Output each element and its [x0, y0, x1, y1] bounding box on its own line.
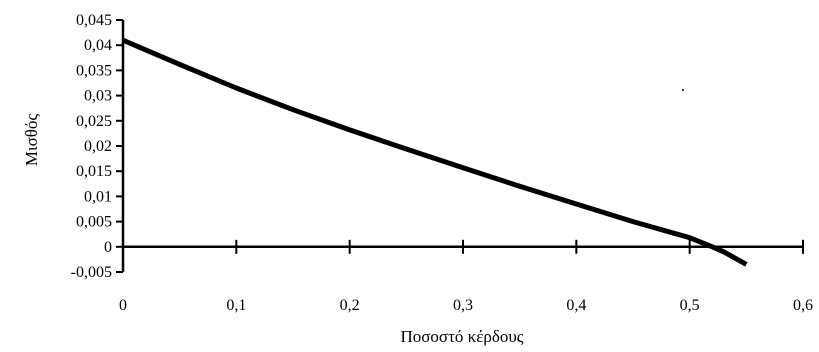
- axes: [121, 20, 803, 272]
- y-axis-ticks: -0,005 0 0,005 0,01 0,015 0,02 0,025 0,03 0,035 0…: [71, 12, 123, 281]
- x-tick-label: 0: [119, 297, 127, 314]
- scan-speck: [682, 89, 684, 91]
- y-tick-label: 0,01: [84, 188, 112, 205]
- y-axis-title: Μισθός: [22, 114, 41, 166]
- series-line: [122, 37, 748, 267]
- x-axis-ticks: 0 0,1 0,2 0,3 0,4 0,5 0,6: [119, 239, 813, 314]
- y-tick-label: 0,04: [84, 37, 112, 54]
- x-axis-title: Ποσοστό κέρδους: [400, 327, 523, 346]
- x-tick-label: 0,4: [566, 297, 586, 314]
- y-tick-label: 0,03: [84, 88, 112, 105]
- y-tick-label: 0,035: [76, 62, 112, 79]
- y-tick-label: 0,025: [76, 113, 112, 130]
- y-tick-label: 0: [104, 239, 112, 256]
- y-tick-label: 0,015: [76, 163, 112, 180]
- series-group: [122, 37, 748, 267]
- x-tick-label: 0,6: [793, 297, 813, 314]
- x-tick-label: 0,2: [340, 297, 360, 314]
- y-tick-label: -0,005: [71, 264, 112, 281]
- y-tick-label: 0,02: [84, 138, 112, 155]
- x-tick-label: 0,5: [680, 297, 700, 314]
- x-tick-label: 0,3: [453, 297, 473, 314]
- y-tick-label: 0,005: [76, 214, 112, 231]
- x-tick-label: 0,1: [226, 297, 246, 314]
- y-tick-label: 0,045: [76, 12, 112, 29]
